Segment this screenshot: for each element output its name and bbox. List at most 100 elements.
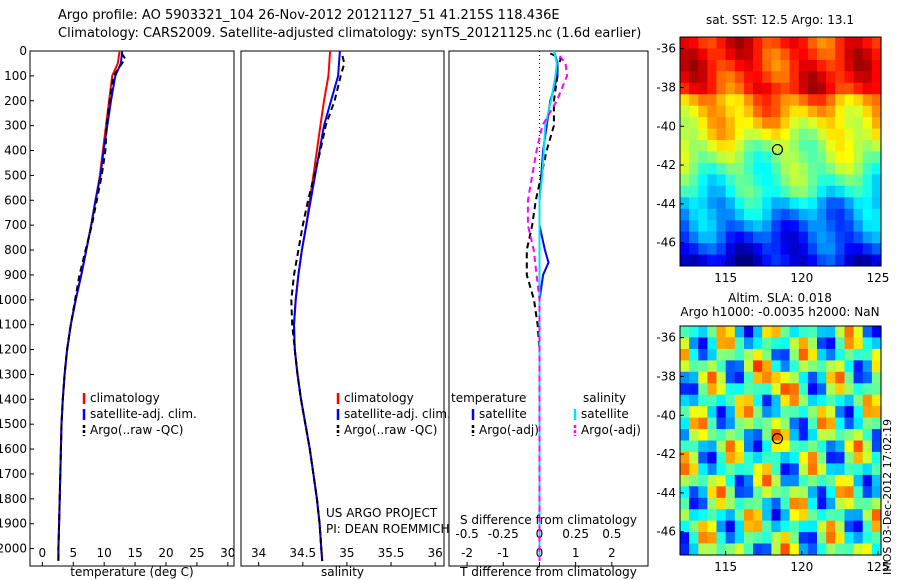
map-cell: [725, 151, 736, 164]
map-cell: [817, 543, 827, 556]
map-cell: [835, 37, 845, 49]
map-cell: [689, 71, 699, 84]
map-cell: [753, 151, 763, 164]
map-cell: [762, 417, 772, 430]
map-cell: [817, 394, 827, 407]
map-cell: [680, 337, 690, 350]
map-cell: [698, 520, 708, 533]
map-cell: [853, 105, 864, 118]
map-cell: [835, 532, 845, 545]
map-cell: [807, 82, 818, 95]
map-cell: [725, 463, 736, 476]
map-cell: [716, 486, 727, 499]
depth-tick-label: 900: [4, 268, 27, 282]
map-cell: [707, 48, 718, 61]
map-cell: [817, 348, 827, 361]
map-cell: [862, 82, 873, 95]
map-cell: [780, 151, 791, 164]
map-cell: [689, 208, 699, 221]
map-cell: [771, 105, 782, 118]
map-cell: [844, 59, 855, 72]
map-cell: [871, 360, 882, 373]
profile-panel-1-frame: [29, 50, 235, 567]
map-cell: [789, 337, 800, 350]
map-cell: [798, 208, 809, 221]
map-cell: [844, 140, 855, 153]
map-cell: [707, 371, 718, 384]
map-cell: [780, 59, 791, 72]
map-cell: [798, 220, 809, 233]
map-cell: [826, 37, 836, 49]
map-cell: [762, 348, 772, 361]
map-cell: [744, 105, 754, 118]
map-cell: [871, 140, 882, 153]
x-tick-label: 35: [339, 546, 354, 560]
map-cell: [762, 394, 772, 407]
map-cell: [862, 474, 873, 487]
map-cell: [716, 474, 727, 487]
diff-series-s-argo-adj-: [526, 55, 569, 561]
map-cell: [826, 486, 836, 499]
map-cell: [744, 82, 754, 95]
map-cell: [716, 440, 727, 453]
map-cell: [771, 417, 782, 430]
map-cell: [817, 231, 827, 244]
map-cell: [689, 451, 699, 464]
map-cell: [798, 463, 809, 476]
map-cell: [789, 383, 800, 396]
map-cell: [798, 429, 809, 442]
map-cell: [835, 71, 845, 84]
map-cell: [780, 254, 791, 267]
map-cell: [744, 532, 754, 545]
map-cell: [871, 463, 882, 476]
map-cell: [789, 151, 800, 164]
map-cell: [762, 208, 772, 221]
map-cell: [844, 520, 855, 533]
map-cell: [725, 105, 736, 118]
map-cell: [734, 105, 745, 118]
map-cell: [744, 243, 754, 256]
map-cell: [680, 429, 690, 442]
map-cell: [780, 220, 791, 233]
map-cell: [734, 82, 745, 95]
map-cell: [689, 117, 699, 130]
map-cell: [680, 406, 690, 419]
map-cell: [771, 348, 782, 361]
depth-tick-label: 700: [4, 218, 27, 232]
map-cell: [734, 174, 745, 187]
map-cell: [844, 128, 855, 141]
map-cell: [753, 82, 763, 95]
map-cell: [807, 174, 818, 187]
map-cell: [871, 371, 882, 384]
map-cell: [862, 383, 873, 396]
map-cell: [871, 337, 882, 350]
map-cell: [716, 71, 727, 84]
diff-series-t-argo-adj-: [525, 52, 563, 561]
map-cell: [844, 509, 855, 522]
map-cell: [771, 337, 782, 350]
map-cell: [798, 105, 809, 118]
map-cell: [807, 254, 818, 267]
map-cell: [716, 394, 727, 407]
map-cell: [798, 520, 809, 533]
map-cell: [707, 197, 718, 210]
map-cell: [835, 151, 845, 164]
map-cell: [734, 59, 745, 72]
map-cell: [689, 474, 699, 487]
legend-entry: satellite: [479, 407, 527, 421]
map-cell: [771, 486, 782, 499]
map-cell: [835, 220, 845, 233]
map-cell: [725, 117, 736, 130]
map-cell: [716, 220, 727, 233]
map-cell: [780, 474, 791, 487]
map-y-tick-label: -42: [656, 158, 676, 172]
map-cell: [771, 82, 782, 95]
map-cell: [789, 474, 800, 487]
map-cell: [744, 231, 754, 244]
argo-location-marker: [771, 143, 784, 156]
map-cell: [862, 254, 873, 267]
x-tick-label: 10: [97, 546, 112, 560]
map-cell: [725, 254, 736, 267]
map-cell: [871, 394, 882, 407]
map-cell: [817, 174, 827, 187]
